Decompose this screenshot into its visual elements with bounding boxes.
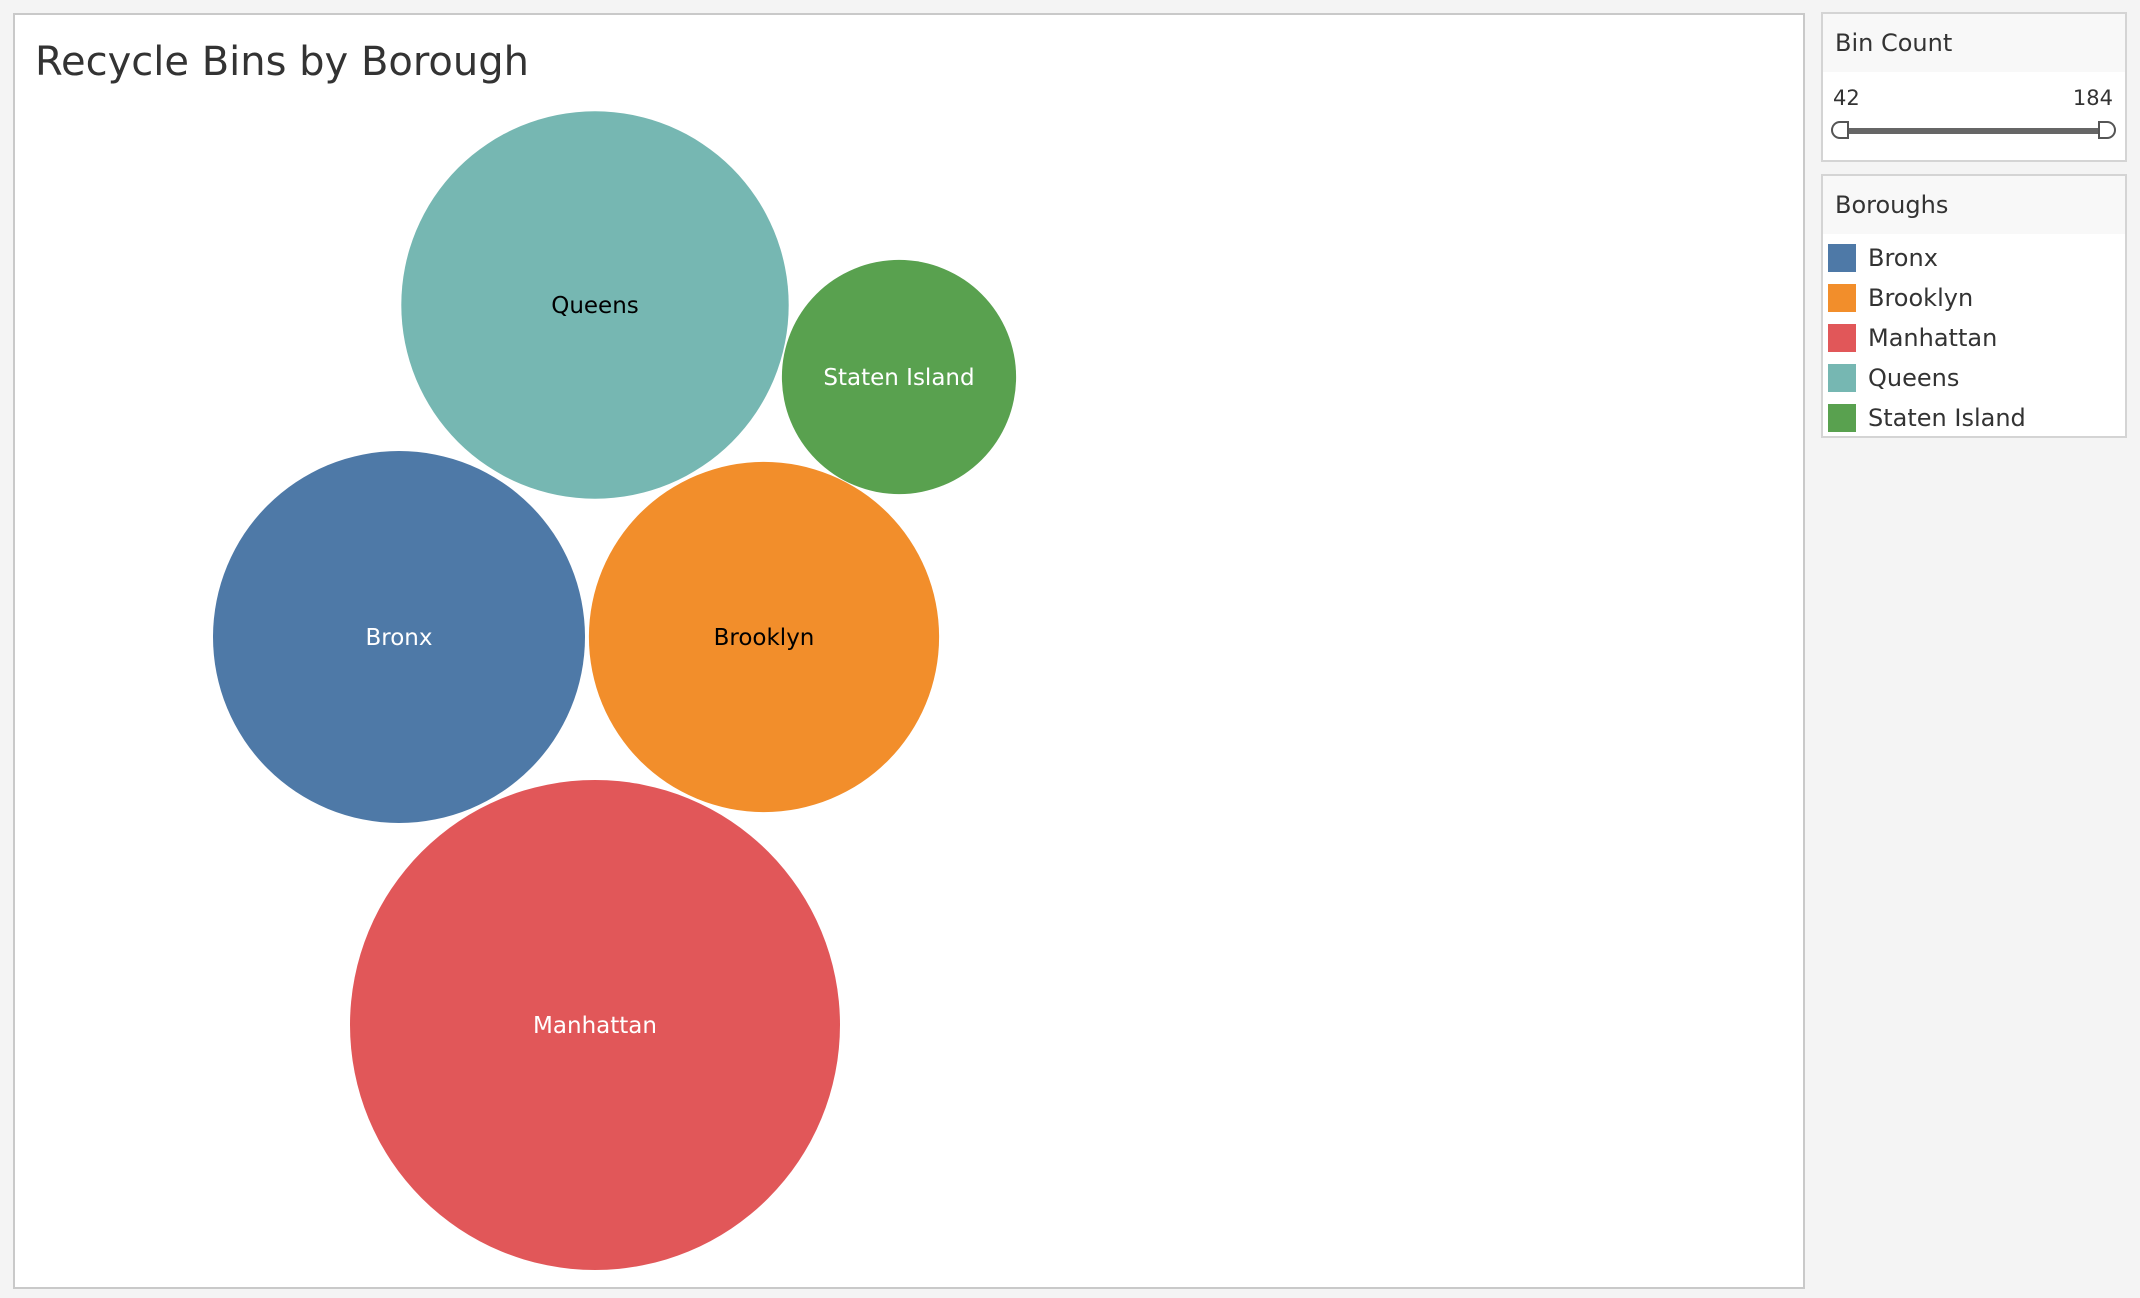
bin-count-filter: Bin Count 42 184: [1821, 12, 2127, 162]
legend-label: Brooklyn: [1868, 284, 1974, 312]
bubble-label-manhattan: Manhattan: [533, 1013, 657, 1039]
legend-item-staten-island[interactable]: Staten Island: [1823, 398, 2125, 438]
legend-swatch: [1828, 324, 1856, 352]
legend-item-bronx[interactable]: Bronx: [1823, 238, 2125, 278]
slider-track[interactable]: [1839, 128, 2107, 134]
slider-min-handle[interactable]: [1831, 121, 1849, 139]
legend-label: Staten Island: [1868, 404, 2026, 432]
legend-list: Bronx Brooklyn Manhattan Queens Staten I…: [1823, 234, 2125, 438]
filter-title: Bin Count: [1823, 14, 2125, 72]
range-max-value: 184: [2072, 86, 2113, 110]
viz-pane: Recycle Bins by Borough Queens Staten Isl…: [13, 13, 1805, 1289]
legend-label: Queens: [1868, 364, 1960, 392]
legend-label: Manhattan: [1868, 324, 1998, 352]
bubble-label-queens: Queens: [551, 293, 639, 319]
legend-swatch: [1828, 244, 1856, 272]
viz-title: Recycle Bins by Borough: [35, 39, 529, 85]
legend-item-queens[interactable]: Queens: [1823, 358, 2125, 398]
slider-max-handle[interactable]: [2098, 121, 2116, 139]
bubble-label-bronx: Bronx: [366, 625, 433, 651]
range-slider[interactable]: [1823, 116, 2125, 146]
legend-swatch: [1828, 364, 1856, 392]
legend-label: Bronx: [1868, 244, 1938, 272]
boroughs-legend: Boroughs Bronx Brooklyn Manhattan Queens…: [1821, 174, 2127, 438]
range-values: 42 184: [1823, 72, 2125, 116]
bubble-bronx[interactable]: [213, 451, 585, 823]
bubble-brooklyn[interactable]: [588, 461, 940, 813]
bubble-queens[interactable]: [401, 111, 789, 499]
legend-item-brooklyn[interactable]: Brooklyn: [1823, 278, 2125, 318]
range-min-value: 42: [1833, 86, 1860, 110]
legend-item-manhattan[interactable]: Manhattan: [1823, 318, 2125, 358]
bubble-chart: Queens Staten Island Bronx Brooklyn Manhatta…: [213, 111, 1017, 1270]
legend-swatch: [1828, 404, 1856, 432]
bubble-label-staten-island: Staten Island: [823, 365, 974, 391]
legend-swatch: [1828, 284, 1856, 312]
legend-title: Boroughs: [1823, 176, 2125, 234]
bubble-staten-island[interactable]: [781, 259, 1017, 495]
bubble-manhattan[interactable]: [350, 780, 840, 1270]
bubble-label-brooklyn: Brooklyn: [714, 625, 815, 651]
